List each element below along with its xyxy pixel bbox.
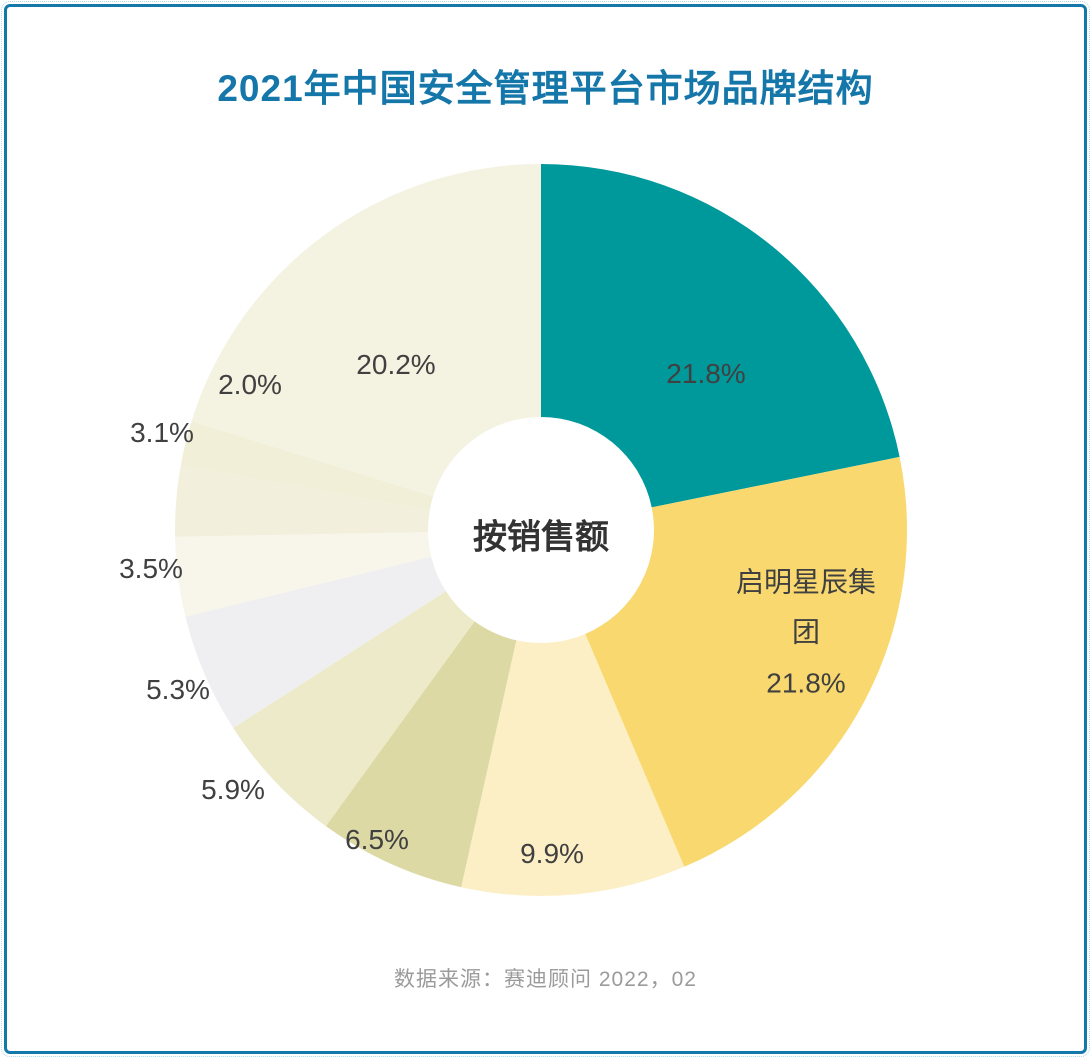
pie-segment-启明星辰集团 — [585, 456, 908, 867]
pie-segment-其他 — [191, 164, 541, 497]
pie-segment-厂商E — [233, 591, 475, 827]
pie-segment-厂商F — [185, 556, 446, 729]
pie-segment-厂商G — [175, 532, 432, 617]
pie-segment-厂商H — [175, 465, 430, 537]
chart-title: 2021年中国安全管理平台市场品牌结构 — [217, 68, 874, 109]
pie-segment-厂商I — [180, 421, 434, 511]
pie-segment-厂商D — [325, 621, 517, 888]
pie-segment-厂商C — [461, 633, 685, 897]
pie-segment-领先厂商A — [541, 164, 900, 508]
center-label: 按销售额 — [473, 518, 609, 557]
source-note: 数据来源：赛迪顾问 2022，02 — [394, 968, 697, 991]
